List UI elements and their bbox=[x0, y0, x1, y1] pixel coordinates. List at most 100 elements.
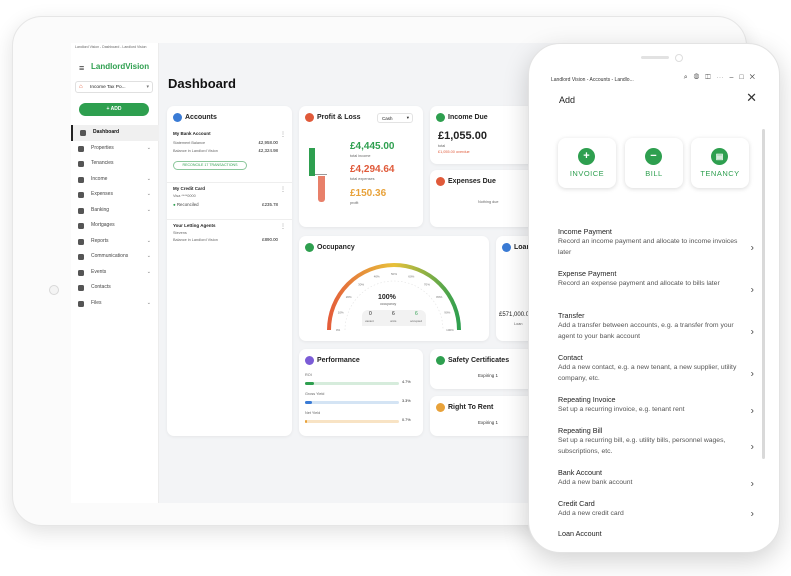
list-item-repeating-bill[interactable]: Repeating Bill Set up a recurring bill, e… bbox=[558, 426, 754, 468]
letting-agents-item[interactable]: Your Letting Agents Stevens Balance in L… bbox=[173, 223, 286, 253]
minimize-icon[interactable]: – bbox=[729, 74, 740, 81]
occupancy-icon bbox=[305, 243, 314, 252]
lv-balance-value: £2,324.98 bbox=[258, 148, 278, 153]
sidebar-item-contacts[interactable]: Contacts bbox=[71, 280, 159, 296]
sidebar-item-mortgages[interactable]: Mortgages bbox=[71, 218, 159, 234]
income-due-total-label: total bbox=[438, 144, 446, 148]
list-item-income-payment[interactable]: Income Payment Record an income payment a… bbox=[558, 227, 754, 269]
more-options-icon[interactable]: ⋮ bbox=[280, 187, 286, 193]
gauge-tick-label: 10% bbox=[338, 311, 344, 315]
list-item-credit-card[interactable]: Credit Card Add a new credit card › bbox=[558, 499, 754, 529]
net-yield-fill bbox=[305, 420, 307, 423]
invoice-button[interactable]: + INVOICE bbox=[558, 138, 616, 188]
more-options-icon[interactable]: ⋮ bbox=[280, 224, 286, 230]
zoom-icon[interactable]: ⌕ bbox=[683, 74, 694, 81]
list-item-bank-account[interactable]: Bank Account Add a new bank account › bbox=[558, 468, 754, 499]
item-title: Repeating Invoice bbox=[558, 395, 616, 404]
sidebar-item-income[interactable]: Income ⌄ bbox=[71, 172, 159, 188]
occupancy-card: Occupancy 0% 10% 20% 30% 40% 50% 60% 70% 80% 90% 1… bbox=[299, 236, 489, 341]
chevron-right-icon: › bbox=[750, 508, 754, 520]
list-item-repeating-invoice[interactable]: Repeating Invoice Set up a recurring invo… bbox=[558, 395, 754, 426]
invoice-label: INVOICE bbox=[569, 169, 605, 178]
rtr-expiring: Expiring 1 bbox=[478, 420, 499, 425]
sidebar-item-events[interactable]: Events ⌄ bbox=[71, 265, 159, 281]
profit-value: £150.36 bbox=[350, 188, 387, 199]
list-item-transfer[interactable]: Transfer Add a transfer between accounts,… bbox=[558, 311, 754, 353]
app-logo[interactable]: LandlordVision bbox=[91, 62, 150, 71]
performance-icon bbox=[305, 356, 314, 365]
gauge-inner-ring bbox=[344, 280, 444, 331]
list-item-contact[interactable]: Contact Add a new contact, e.g. a new ten… bbox=[558, 353, 754, 395]
gauge-tick-label: 0% bbox=[336, 328, 341, 332]
income-icon bbox=[78, 176, 84, 183]
total-expenses-label: total expenses bbox=[350, 177, 375, 181]
profit-loss-card: Profit & Loss Cash ▾ £4,445.00 total inco… bbox=[299, 106, 423, 227]
house-icon bbox=[78, 145, 84, 152]
add-button[interactable]: + ADD bbox=[79, 103, 149, 116]
sidebar-item-files[interactable]: Files ⌄ bbox=[71, 296, 159, 312]
roi-fill bbox=[305, 382, 315, 385]
card-title: Expenses Due bbox=[448, 178, 496, 185]
scrollbar[interactable] bbox=[762, 129, 765, 459]
sidebar-item-label: Dashboard bbox=[93, 129, 120, 135]
close-window-icon[interactable]: ✕ bbox=[749, 74, 761, 81]
sidebar-item-label: Mortgages bbox=[91, 222, 115, 228]
accounts-card: Accounts My Bank Account Statement Balan… bbox=[167, 106, 292, 436]
add-options-list: Income Payment Record an income payment a… bbox=[558, 227, 754, 537]
item-title: Income Payment bbox=[558, 227, 612, 236]
list-item-expense-payment[interactable]: Expense Payment Record an expense payment… bbox=[558, 269, 754, 311]
roi-track bbox=[305, 382, 399, 385]
total-expenses-value: £4,294.64 bbox=[350, 164, 395, 175]
item-description: Record an expense payment and allocate t… bbox=[558, 280, 720, 287]
basis-select[interactable]: Cash ▾ bbox=[377, 113, 413, 123]
credit-card-item[interactable]: My Credit Card Visa ****0000 ● Reconcile… bbox=[173, 186, 286, 216]
close-icon[interactable]: ✕ bbox=[746, 90, 757, 105]
extension-icon[interactable]: ◍ bbox=[693, 74, 706, 81]
contacts-icon bbox=[78, 285, 84, 291]
shield-icon bbox=[436, 356, 445, 365]
sidebar-item-properties[interactable]: Properties ⌄ bbox=[71, 141, 159, 157]
bank-account-item[interactable]: My Bank Account Statement Balance £2,958… bbox=[173, 131, 286, 179]
sidebar-item-communications[interactable]: Communications ⌄ bbox=[71, 249, 159, 265]
lv-balance-label: Balance in Landlord Vision bbox=[173, 238, 218, 242]
vacant-label: vacant bbox=[365, 319, 374, 323]
gauge-tick-label: 50% bbox=[391, 272, 397, 276]
home-tax-icon: ⌂ bbox=[79, 84, 83, 90]
chevron-down-icon: ⌄ bbox=[146, 144, 151, 151]
more-menu-icon[interactable]: ⋯ bbox=[716, 74, 730, 81]
bill-button[interactable]: − BILL bbox=[625, 138, 683, 188]
expenses-due-empty: Nothing due bbox=[478, 200, 499, 204]
chevron-down-icon: ⌄ bbox=[146, 175, 151, 182]
tablet-camera bbox=[49, 285, 59, 295]
item-description: Record an income payment and allocate to… bbox=[558, 238, 738, 256]
units-label: units bbox=[390, 319, 397, 323]
item-title: Bank Account bbox=[558, 468, 602, 477]
profile-icon[interactable]: ◫ bbox=[705, 74, 717, 81]
net-yield-value: 0.7% bbox=[402, 418, 411, 422]
sidebar-item-banking[interactable]: Banking ⌄ bbox=[71, 203, 159, 219]
hamburger-menu-icon[interactable]: ≡ bbox=[79, 63, 85, 73]
phone-speaker bbox=[641, 56, 669, 59]
reports-icon bbox=[78, 238, 84, 245]
gauge-tick-label: 20% bbox=[346, 295, 352, 299]
list-item-loan-account[interactable]: Loan Account bbox=[558, 529, 754, 537]
more-options-icon[interactable]: ⋮ bbox=[280, 132, 286, 138]
agent-name: Stevens bbox=[173, 231, 187, 235]
phone-camera bbox=[675, 54, 683, 62]
total-income-value: £4,445.00 bbox=[350, 141, 395, 152]
divider bbox=[167, 182, 292, 183]
sidebar-item-tenancies[interactable]: Tenancies bbox=[71, 156, 159, 172]
loan-value: £571,000.00 bbox=[499, 312, 533, 318]
sidebar-item-expenses[interactable]: Expenses ⌄ bbox=[71, 187, 159, 203]
reconcile-button[interactable]: RECONCILE 17 TRANSACTIONS bbox=[173, 161, 247, 170]
tenancy-button[interactable]: ▤ TENANCY bbox=[691, 138, 749, 188]
item-title: Repeating Bill bbox=[558, 426, 603, 435]
item-title: Expense Payment bbox=[558, 269, 617, 278]
maximize-icon[interactable]: □ bbox=[739, 74, 750, 81]
sidebar-item-dashboard[interactable]: Dashboard bbox=[71, 125, 159, 141]
sidebar-item-label: Reports bbox=[91, 237, 109, 244]
sidebar-item-reports[interactable]: Reports ⌄ bbox=[71, 234, 159, 250]
chevron-down-icon: ▾ bbox=[146, 84, 149, 90]
minus-icon: − bbox=[645, 148, 662, 165]
tax-policy-select[interactable]: ⌂ Income Tax Po... ▾ bbox=[75, 81, 153, 93]
